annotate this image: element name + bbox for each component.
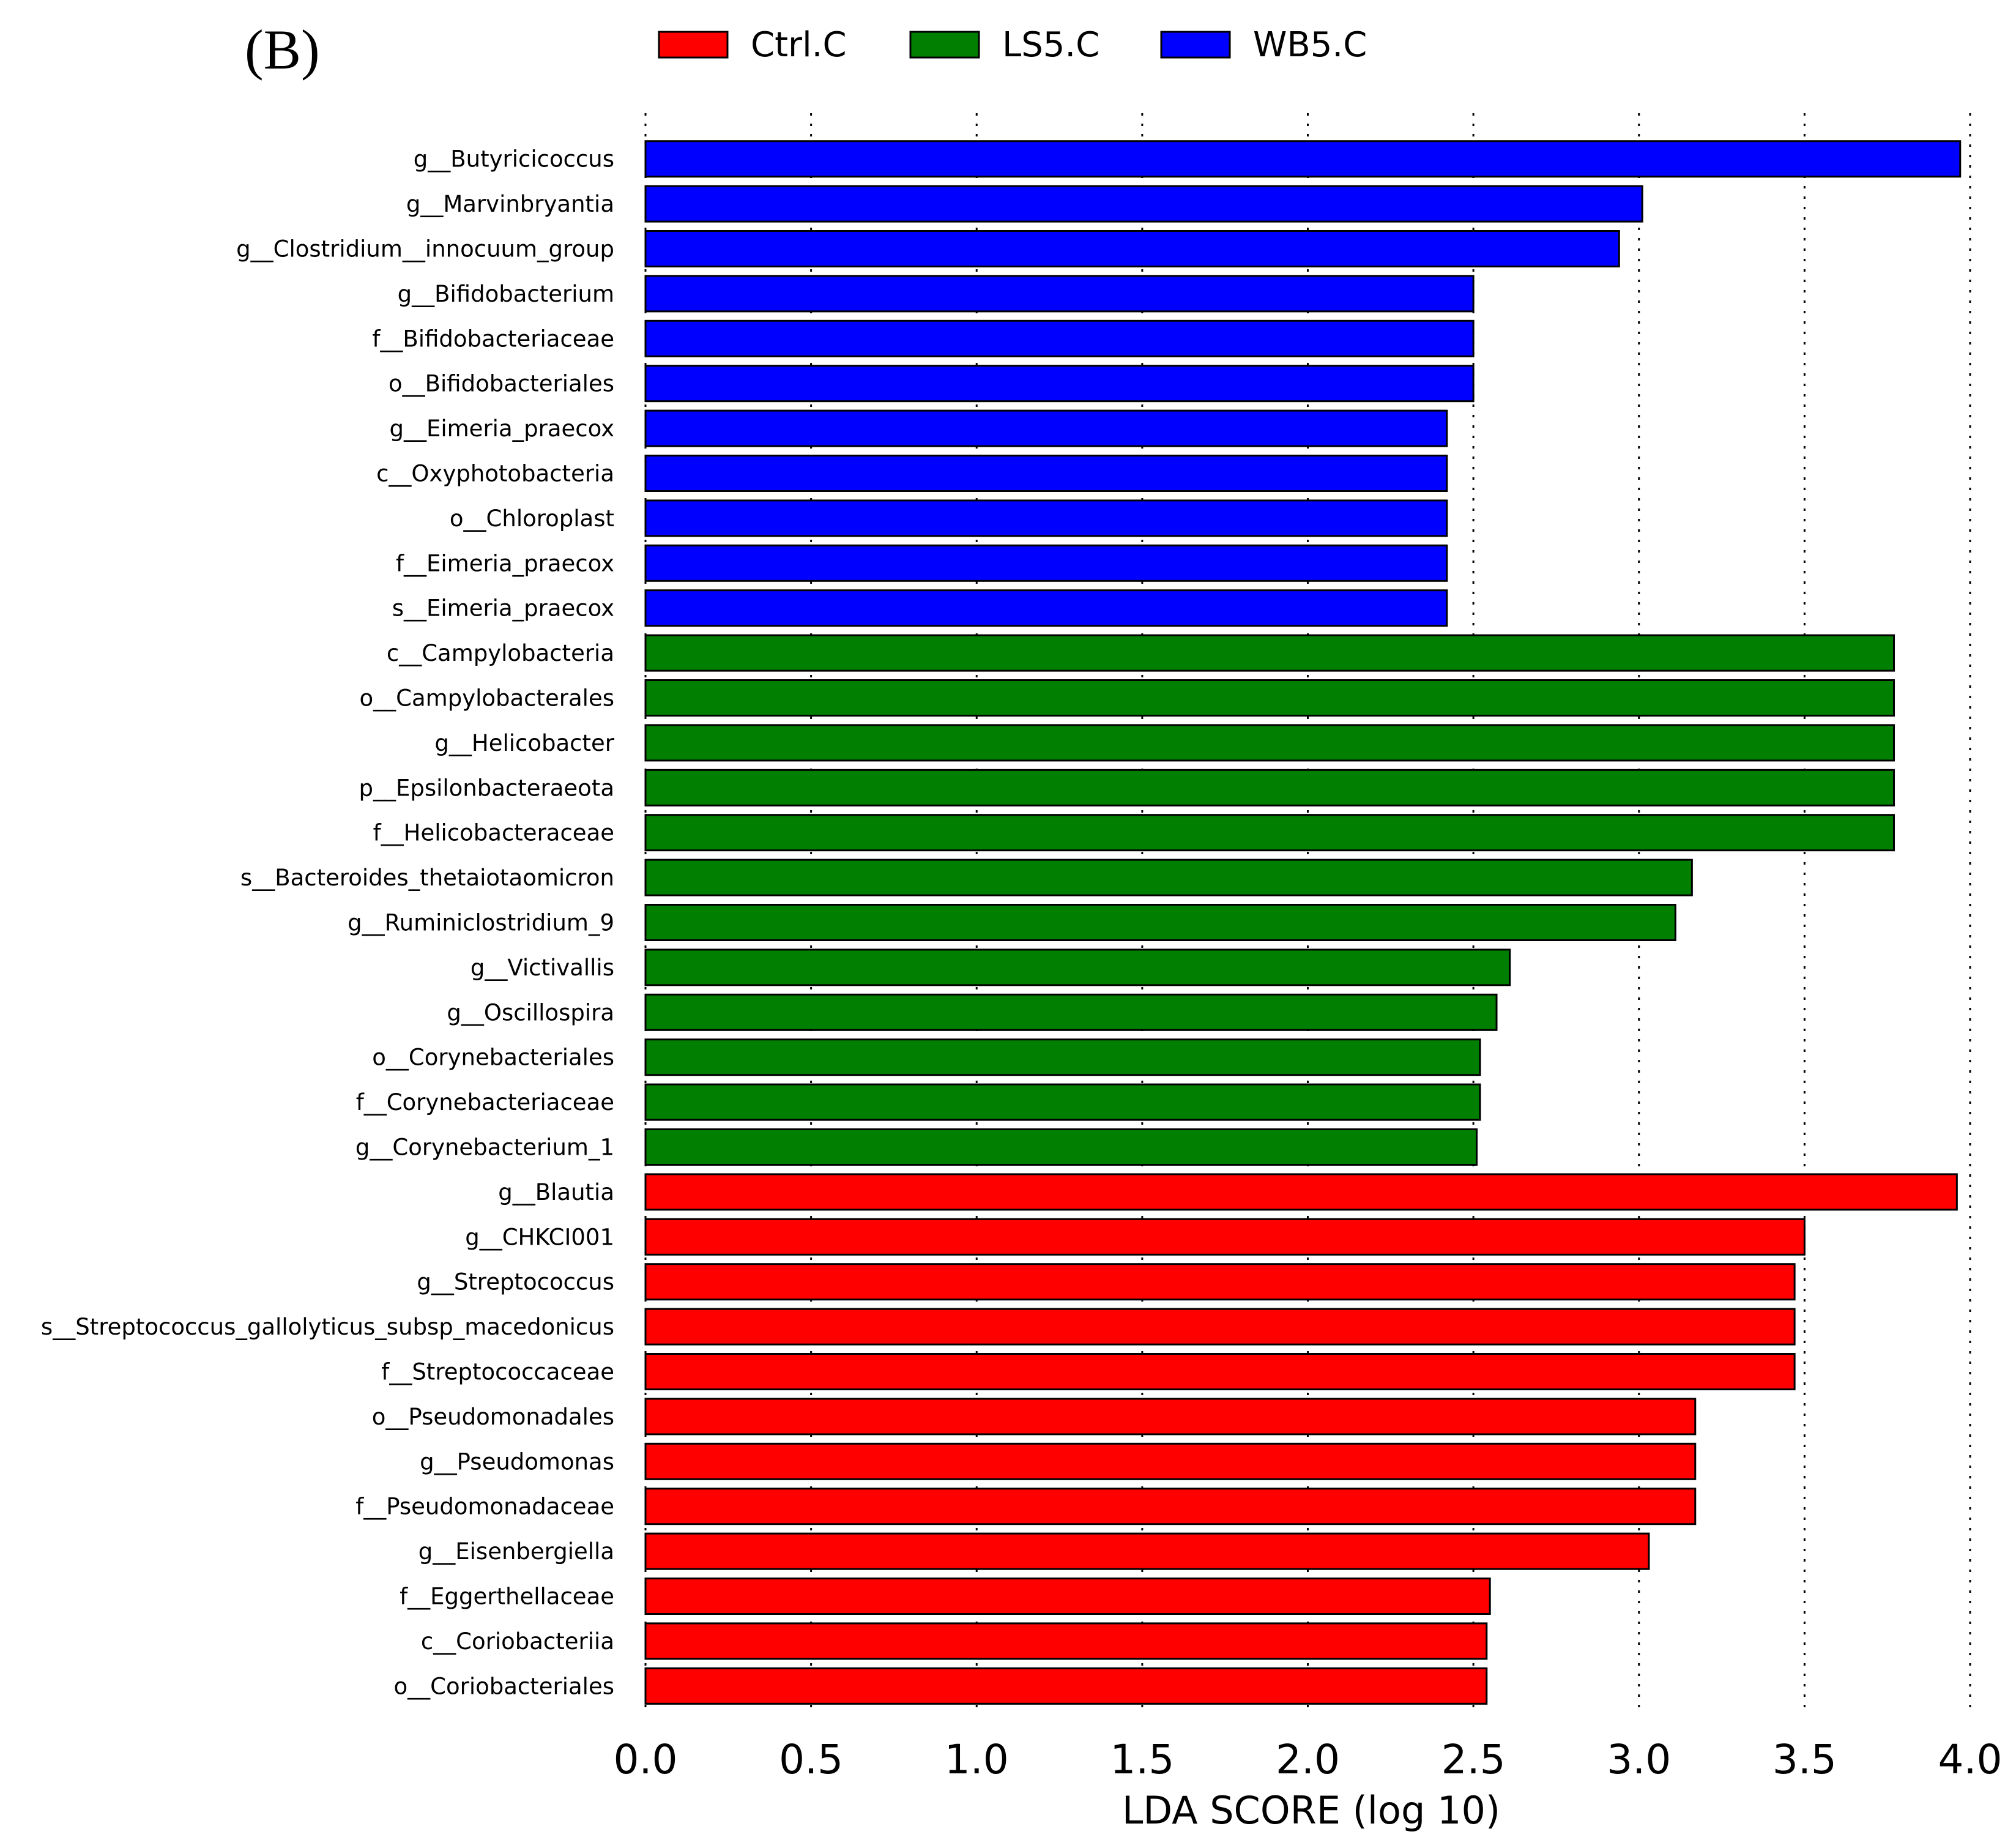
category-label-o-campylobacterales: o__Campylobacterales	[360, 685, 614, 712]
bar-g-blautia	[644, 1173, 1958, 1211]
bar-o-coriobacteriales	[644, 1667, 1488, 1705]
category-label-g-victivallis: g__Victivallis	[471, 955, 614, 981]
x-tick-label-2-5: 2.5	[1441, 1736, 1506, 1783]
legend-swatch-wb5-c	[1160, 31, 1231, 59]
category-label-f-helicobacteraceae: f__Helicobacteraceae	[373, 820, 614, 846]
category-label-g-chkci001: g__CHKCI001	[465, 1224, 614, 1250]
legend-label-wb5-c: WB5.C	[1253, 25, 1367, 65]
legend-swatch-ctrl-c	[658, 31, 729, 59]
x-tick-label-1-0: 1.0	[945, 1736, 1009, 1783]
category-label-f-bifidobacteriaceae: f__Bifidobacteriaceae	[372, 326, 614, 352]
category-label-g-eisenbergiella: g__Eisenbergiella	[418, 1538, 614, 1565]
category-label-o-chloroplast: o__Chloroplast	[450, 505, 614, 532]
category-label-g-butyricicoccus: g__Butyricicoccus	[414, 146, 614, 173]
bar-s-bacteroides-thetaiotaomicron	[644, 859, 1693, 896]
bar-f-pseudomonadaceae	[644, 1488, 1697, 1526]
x-tick-label-3-0: 3.0	[1607, 1736, 1671, 1783]
x-tick-label-1-5: 1.5	[1110, 1736, 1174, 1783]
bar-o-bifidobacteriales	[644, 365, 1475, 403]
bar-g-oscillospira	[644, 993, 1498, 1031]
bar-f-corynebacteriaceae	[644, 1083, 1481, 1121]
category-label-c-coriobacteriia: c__Coriobacteriia	[421, 1628, 614, 1655]
bar-g-pseudomonas	[644, 1442, 1697, 1480]
bars	[644, 140, 1962, 1705]
category-label-g-marvinbryantia: g__Marvinbryantia	[406, 191, 614, 217]
category-label-g-ruminiclostridium-9: g__Ruminiclostridium_9	[348, 910, 614, 936]
category-label-c-campylobacteria: c__Campylobacteria	[387, 640, 614, 666]
bar-g-helicobacter	[644, 724, 1895, 762]
bar-f-helicobacteraceae	[644, 814, 1895, 852]
category-labels: g__Butyricicoccus g__Marvinbryantia g__Clo…	[41, 146, 615, 1700]
bar-g-butyricicoccus	[644, 140, 1962, 178]
category-label-s-eimeria-praecox: s__Eimeria_praecox	[392, 595, 614, 622]
bar-c-campylobacteria	[644, 634, 1895, 672]
legend-swatch-ls5-c	[909, 31, 980, 59]
bar-c-oxyphotobacteria	[644, 455, 1448, 492]
bar-f-bifidobacteriaceae	[644, 319, 1475, 357]
bar-s-eimeria-praecox	[644, 589, 1448, 627]
category-label-s-bacteroides-thetaiotaomicron: s__Bacteroides_thetaiotaomicron	[240, 865, 614, 891]
x-tick-label-2-0: 2.0	[1276, 1736, 1340, 1783]
bar-g-chkci001	[644, 1218, 1806, 1256]
category-label-f-eimeria-praecox: f__Eimeria_praecox	[396, 550, 614, 576]
category-label-g-helicobacter: g__Helicobacter	[434, 730, 614, 756]
bar-g-streptococcus	[644, 1263, 1796, 1301]
bar-g-eimeria-praecox	[644, 409, 1448, 447]
legend-label-ls5-c: LS5.C	[1002, 25, 1099, 65]
panel-label: (B)	[245, 18, 320, 81]
bar-f-eimeria-praecox	[644, 544, 1448, 582]
bar-f-streptococcaceae	[644, 1353, 1796, 1390]
category-label-f-streptococcaceae: f__Streptococcaceae	[381, 1359, 614, 1385]
bar-o-corynebacteriales	[644, 1038, 1481, 1076]
x-axis-title: LDA SCORE (log 10)	[1122, 1788, 1500, 1833]
category-label-g-pseudomonas: g__Pseudomonas	[420, 1448, 614, 1475]
bar-g-ruminiclostridium-9	[644, 904, 1676, 941]
bar-s-streptococcus-gallolyticus-subsp-macedonicus	[644, 1308, 1796, 1346]
category-label-g-oscillospira: g__Oscillospira	[447, 999, 614, 1026]
legend-label-ctrl-c: Ctrl.C	[751, 25, 847, 65]
category-label-f-pseudomonadaceae: f__Pseudomonadaceae	[355, 1494, 614, 1520]
x-tick-label-0-5: 0.5	[779, 1736, 843, 1783]
category-label-s-streptococcus-gallolyticus-subsp-macedonicus: s__Streptococcus_gallolyticus_subsp_mace…	[41, 1314, 614, 1340]
category-label-g-eimeria-praecox: g__Eimeria_praecox	[390, 415, 615, 442]
bar-o-campylobacterales	[644, 679, 1895, 717]
x-axis: 0.0 0.5 1.0 1.5 2.0 2.5 3.0 3.5 4.0	[614, 1736, 2003, 1783]
bar-g-bifidobacterium	[644, 275, 1475, 313]
category-label-o-coriobacteriales: o__Coriobacteriales	[394, 1673, 615, 1699]
bar-f-eggerthellaceae	[644, 1578, 1491, 1615]
bar-g-corynebacterium-1	[644, 1128, 1478, 1166]
bar-o-pseudomonadales	[644, 1398, 1697, 1436]
category-label-o-pseudomonadales: o__Pseudomonadales	[372, 1404, 614, 1430]
x-tick-label-3-5: 3.5	[1772, 1736, 1837, 1783]
category-label-g-corynebacterium-1: g__Corynebacterium_1	[355, 1135, 614, 1161]
category-label-o-corynebacteriales: o__Corynebacteriales	[372, 1045, 614, 1071]
category-label-g-bifidobacterium: g__Bifidobacterium	[398, 281, 614, 307]
category-label-o-bifidobacteriales: o__Bifidobacteriales	[389, 371, 614, 397]
legend: Ctrl.C LS5.C WB5.C	[658, 25, 1367, 65]
bar-p-epsilonbacteraeota	[644, 769, 1895, 807]
category-label-p-epsilonbacteraeota: p__Epsilonbacteraeota	[359, 775, 614, 801]
bar-g-marvinbryantia	[644, 185, 1643, 223]
bar-o-chloroplast	[644, 499, 1448, 537]
bar-c-coriobacteriia	[644, 1622, 1488, 1660]
category-label-g-clostridium-innocuum-group: g__Clostridium__innocuum_group	[236, 236, 614, 263]
bar-g-clostridium-innocuum-group	[644, 230, 1620, 267]
category-label-f-eggerthellaceae: f__Eggerthellaceae	[400, 1584, 614, 1610]
category-label-g-blautia: g__Blautia	[498, 1179, 614, 1205]
bar-g-victivallis	[644, 948, 1511, 986]
x-tick-label-4-0: 4.0	[1938, 1736, 2003, 1783]
x-tick-label-0-0: 0.0	[614, 1736, 678, 1783]
category-label-f-corynebacteriaceae: f__Corynebacteriaceae	[356, 1089, 614, 1116]
category-label-g-streptococcus: g__Streptococcus	[417, 1269, 614, 1295]
category-label-c-oxyphotobacteria: c__Oxyphotobacteria	[376, 461, 614, 487]
bar-g-eisenbergiella	[644, 1532, 1650, 1570]
